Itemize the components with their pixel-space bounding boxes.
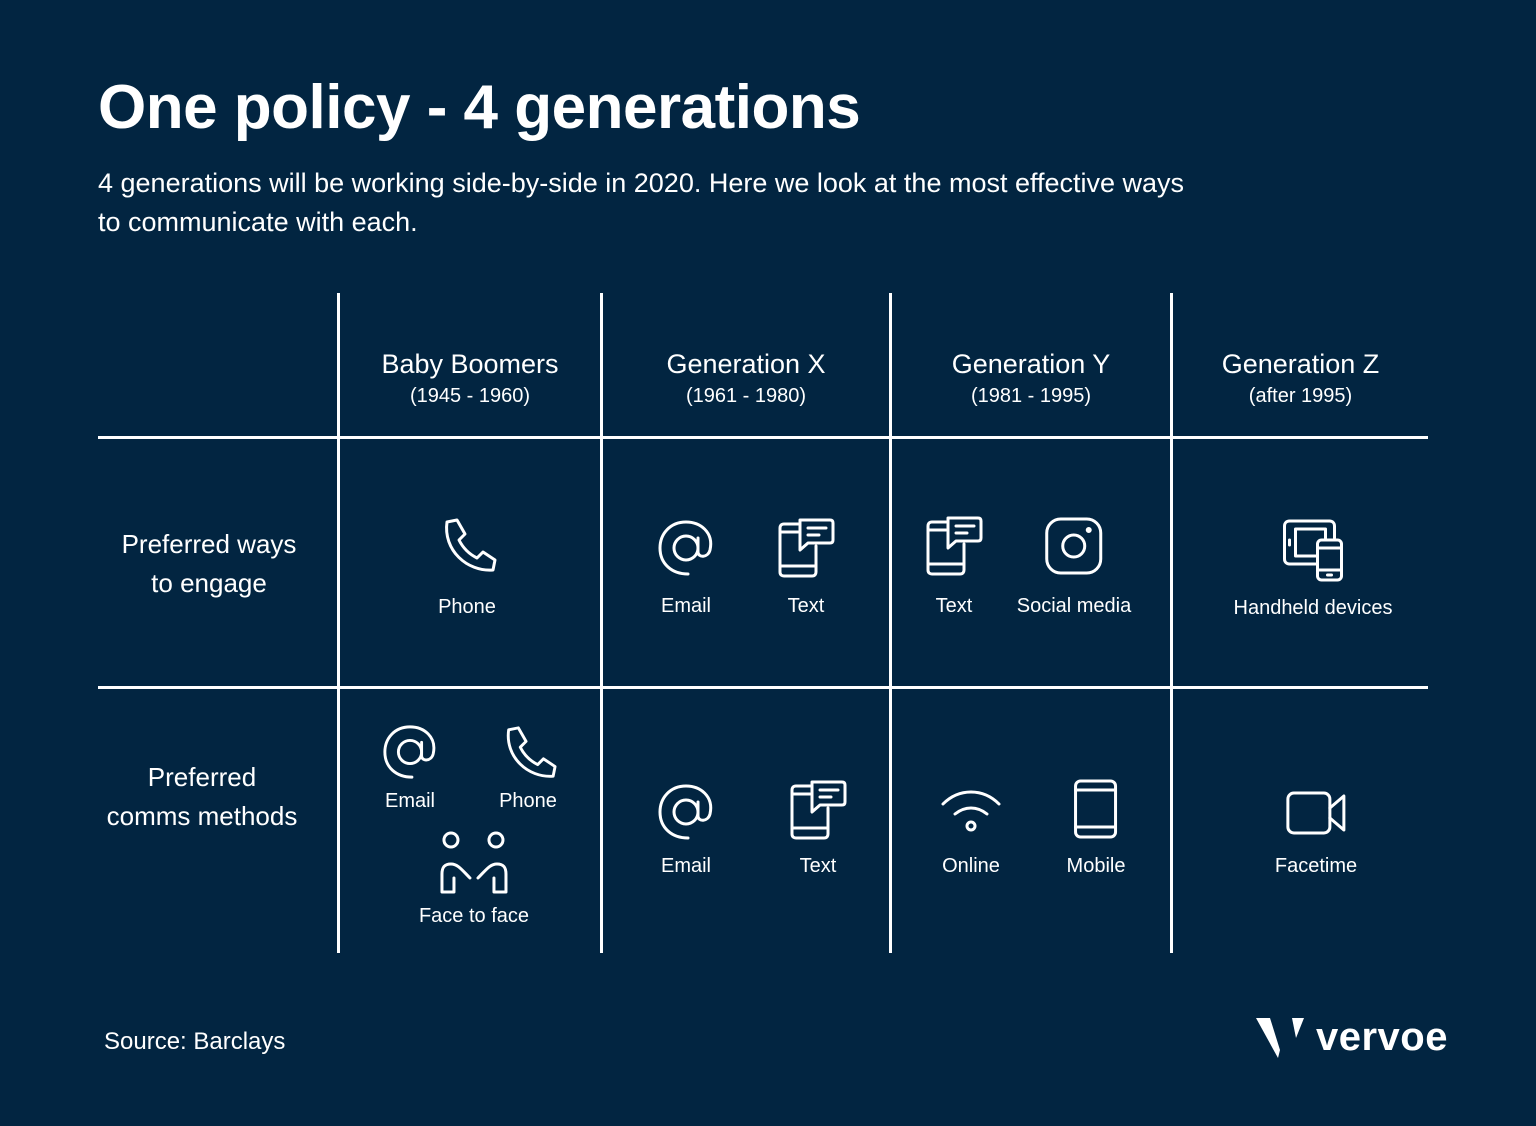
method-label: Handheld devices — [1233, 597, 1393, 619]
method-text: Text — [924, 514, 984, 620]
method-label: Face to face — [418, 905, 530, 927]
row-label-line: Preferred ways — [121, 529, 297, 559]
column-divider — [600, 293, 603, 953]
handheld-devices-icon — [1282, 519, 1343, 582]
method-label: Text — [935, 595, 973, 617]
method-label: Email — [660, 595, 711, 617]
email-at-icon — [658, 784, 713, 840]
generation-years: (1961 - 1980) — [685, 385, 807, 407]
column-header-generation-z: Generation Z (after 1995) — [1173, 346, 1428, 410]
method-handheld-devices: Handheld devices — [1234, 518, 1393, 622]
page-subtitle: 4 generations will be working side-by-si… — [98, 168, 1185, 237]
row-divider — [98, 686, 1428, 689]
phone-icon — [506, 726, 557, 778]
generation-years: (after 1995) — [1248, 385, 1353, 407]
email-at-icon — [658, 520, 713, 576]
text-message-icon — [926, 516, 983, 576]
method-email: Email — [656, 518, 716, 620]
column-divider — [1170, 293, 1173, 953]
row-label-line: to engage — [151, 568, 267, 598]
row-label-line: comms methods — [106, 801, 298, 831]
wifi-icon — [941, 790, 1001, 832]
method-mobile: Mobile — [1066, 778, 1126, 880]
method-facetime: Facetime — [1275, 790, 1357, 880]
row-label-line: Preferred — [147, 762, 257, 792]
column-header-baby-boomers: Baby Boomers (1945 - 1960) — [340, 346, 600, 410]
text-message-icon — [790, 780, 847, 840]
method-label: Text — [799, 855, 837, 877]
generation-years: (1945 - 1960) — [409, 385, 531, 407]
generation-name: Generation Y — [951, 349, 1111, 379]
vervoe-v-icon — [1256, 1018, 1304, 1058]
method-email: Email — [381, 723, 439, 815]
phone-icon — [445, 518, 497, 572]
method-label: Email — [384, 790, 435, 812]
method-phone: Phone — [437, 516, 497, 621]
social-media-icon — [1045, 517, 1103, 575]
method-label: Online — [942, 855, 1000, 877]
column-header-generation-x: Generation X (1961 - 1980) — [603, 346, 889, 410]
column-divider — [889, 293, 892, 953]
row-header-engage: Preferred ways to engage — [80, 525, 338, 603]
method-online: Online — [939, 784, 1003, 880]
method-label: Email — [660, 855, 711, 877]
method-label: Phone — [499, 790, 557, 812]
row-header-comms: Preferred comms methods — [72, 758, 332, 836]
generation-name: Generation X — [666, 349, 826, 379]
face-to-face-icon — [440, 831, 508, 894]
generation-name: Generation Z — [1221, 349, 1380, 379]
method-label: Mobile — [1066, 855, 1126, 877]
method-face-to-face: Face to face — [419, 830, 529, 930]
generation-name: Baby Boomers — [381, 349, 559, 379]
page-title: One policy - 4 generations — [98, 73, 861, 142]
video-camera-icon — [1286, 791, 1346, 835]
column-divider — [337, 293, 340, 953]
method-text: Text — [788, 778, 848, 880]
email-at-icon — [383, 725, 436, 779]
vervoe-logo: vervoe — [1256, 1016, 1448, 1058]
text-message-icon — [778, 518, 835, 578]
mobile-icon — [1074, 779, 1118, 839]
method-social-media: Social media — [1016, 516, 1132, 620]
method-label: Facetime — [1274, 855, 1358, 877]
brand-name: vervoe — [1316, 1015, 1448, 1059]
method-label: Social media — [1016, 595, 1132, 617]
method-phone: Phone — [498, 724, 558, 815]
method-label: Phone — [438, 596, 496, 618]
column-header-generation-y: Generation Y (1981 - 1995) — [892, 346, 1170, 410]
method-label: Text — [787, 595, 825, 617]
row-divider — [98, 436, 1428, 439]
method-email: Email — [656, 782, 716, 880]
generation-years: (1981 - 1995) — [970, 385, 1092, 407]
source-citation: Source: Barclays — [104, 1028, 286, 1055]
method-text: Text — [776, 516, 836, 620]
